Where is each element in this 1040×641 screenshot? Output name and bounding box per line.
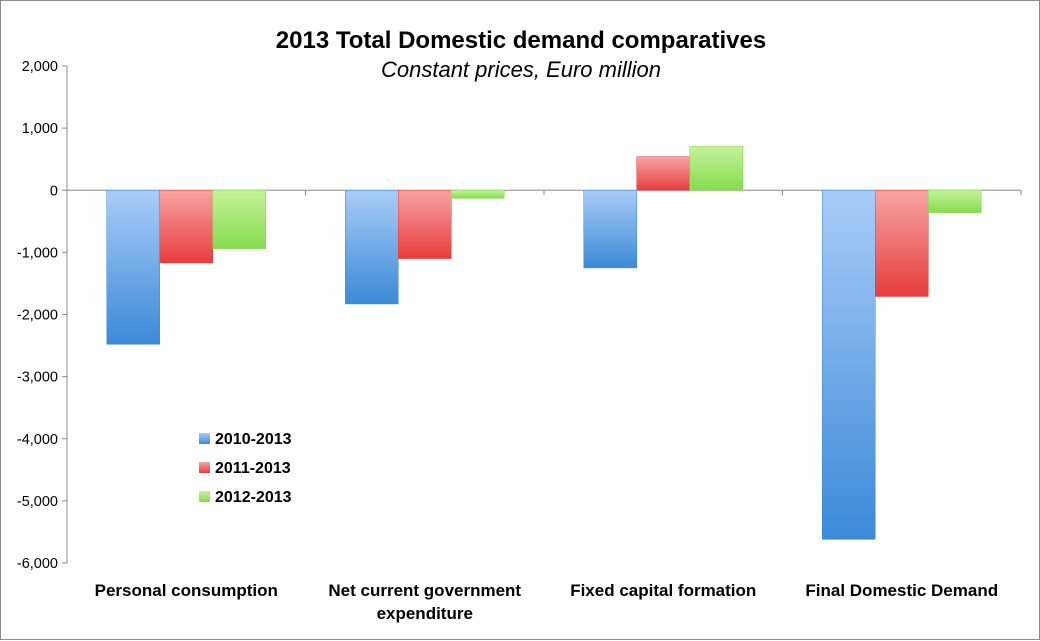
legend: 2010-2013 2011-2013 2012-2013 bbox=[199, 431, 292, 506]
chart-subtitle: Constant prices, Euro million bbox=[381, 57, 661, 82]
category-label: Net current government bbox=[328, 581, 521, 600]
category-label: Personal consumption bbox=[95, 581, 278, 600]
y-axis: 2,000 1,000 0 -1,000 -2,000 -3,000 -4,000 -5,00… bbox=[17, 59, 68, 572]
bar-2011-2013-cat3 bbox=[875, 190, 929, 297]
y-tick-label: -3,000 bbox=[17, 370, 58, 386]
bars bbox=[106, 145, 982, 540]
y-tick-label: 1,000 bbox=[22, 121, 58, 137]
legend-swatch bbox=[199, 491, 210, 502]
legend-label: 2012-2013 bbox=[215, 489, 292, 506]
bar-2010-2013-cat1 bbox=[345, 190, 399, 305]
legend-label: 2010-2013 bbox=[215, 431, 292, 448]
legend-label: 2011-2013 bbox=[215, 460, 291, 477]
bar-2010-2013-cat2 bbox=[583, 190, 637, 269]
bar-2012-2013-cat1 bbox=[451, 190, 505, 199]
bar-2011-2013-cat2 bbox=[636, 156, 690, 191]
category-label: Final Domestic Demand bbox=[805, 581, 998, 600]
bar-2011-2013-cat0 bbox=[159, 190, 213, 264]
legend-swatch bbox=[199, 433, 210, 444]
y-tick-label: -2,000 bbox=[17, 308, 58, 324]
bar-2010-2013-cat3 bbox=[822, 190, 876, 540]
category-labels: Personal consumption Net current governme… bbox=[95, 581, 998, 623]
bar-2011-2013-cat1 bbox=[398, 190, 452, 259]
bar-2012-2013-cat2 bbox=[689, 145, 743, 191]
y-tick-label: -4,000 bbox=[17, 432, 58, 448]
category-label: Fixed capital formation bbox=[570, 581, 756, 600]
y-tick-label: 0 bbox=[50, 183, 58, 199]
y-tick-label: -1,000 bbox=[17, 245, 58, 261]
y-tick-label: -5,000 bbox=[17, 494, 58, 510]
bar-2012-2013-cat0 bbox=[212, 190, 266, 249]
y-tick-label: 2,000 bbox=[22, 59, 58, 75]
category-label: expenditure bbox=[377, 604, 473, 623]
chart-title: 2013 Total Domestic demand comparatives bbox=[276, 27, 766, 54]
bar-2010-2013-cat0 bbox=[106, 190, 160, 345]
y-tick-label: -6,000 bbox=[17, 556, 58, 572]
bar-2012-2013-cat3 bbox=[928, 190, 982, 213]
legend-swatch bbox=[199, 462, 210, 473]
